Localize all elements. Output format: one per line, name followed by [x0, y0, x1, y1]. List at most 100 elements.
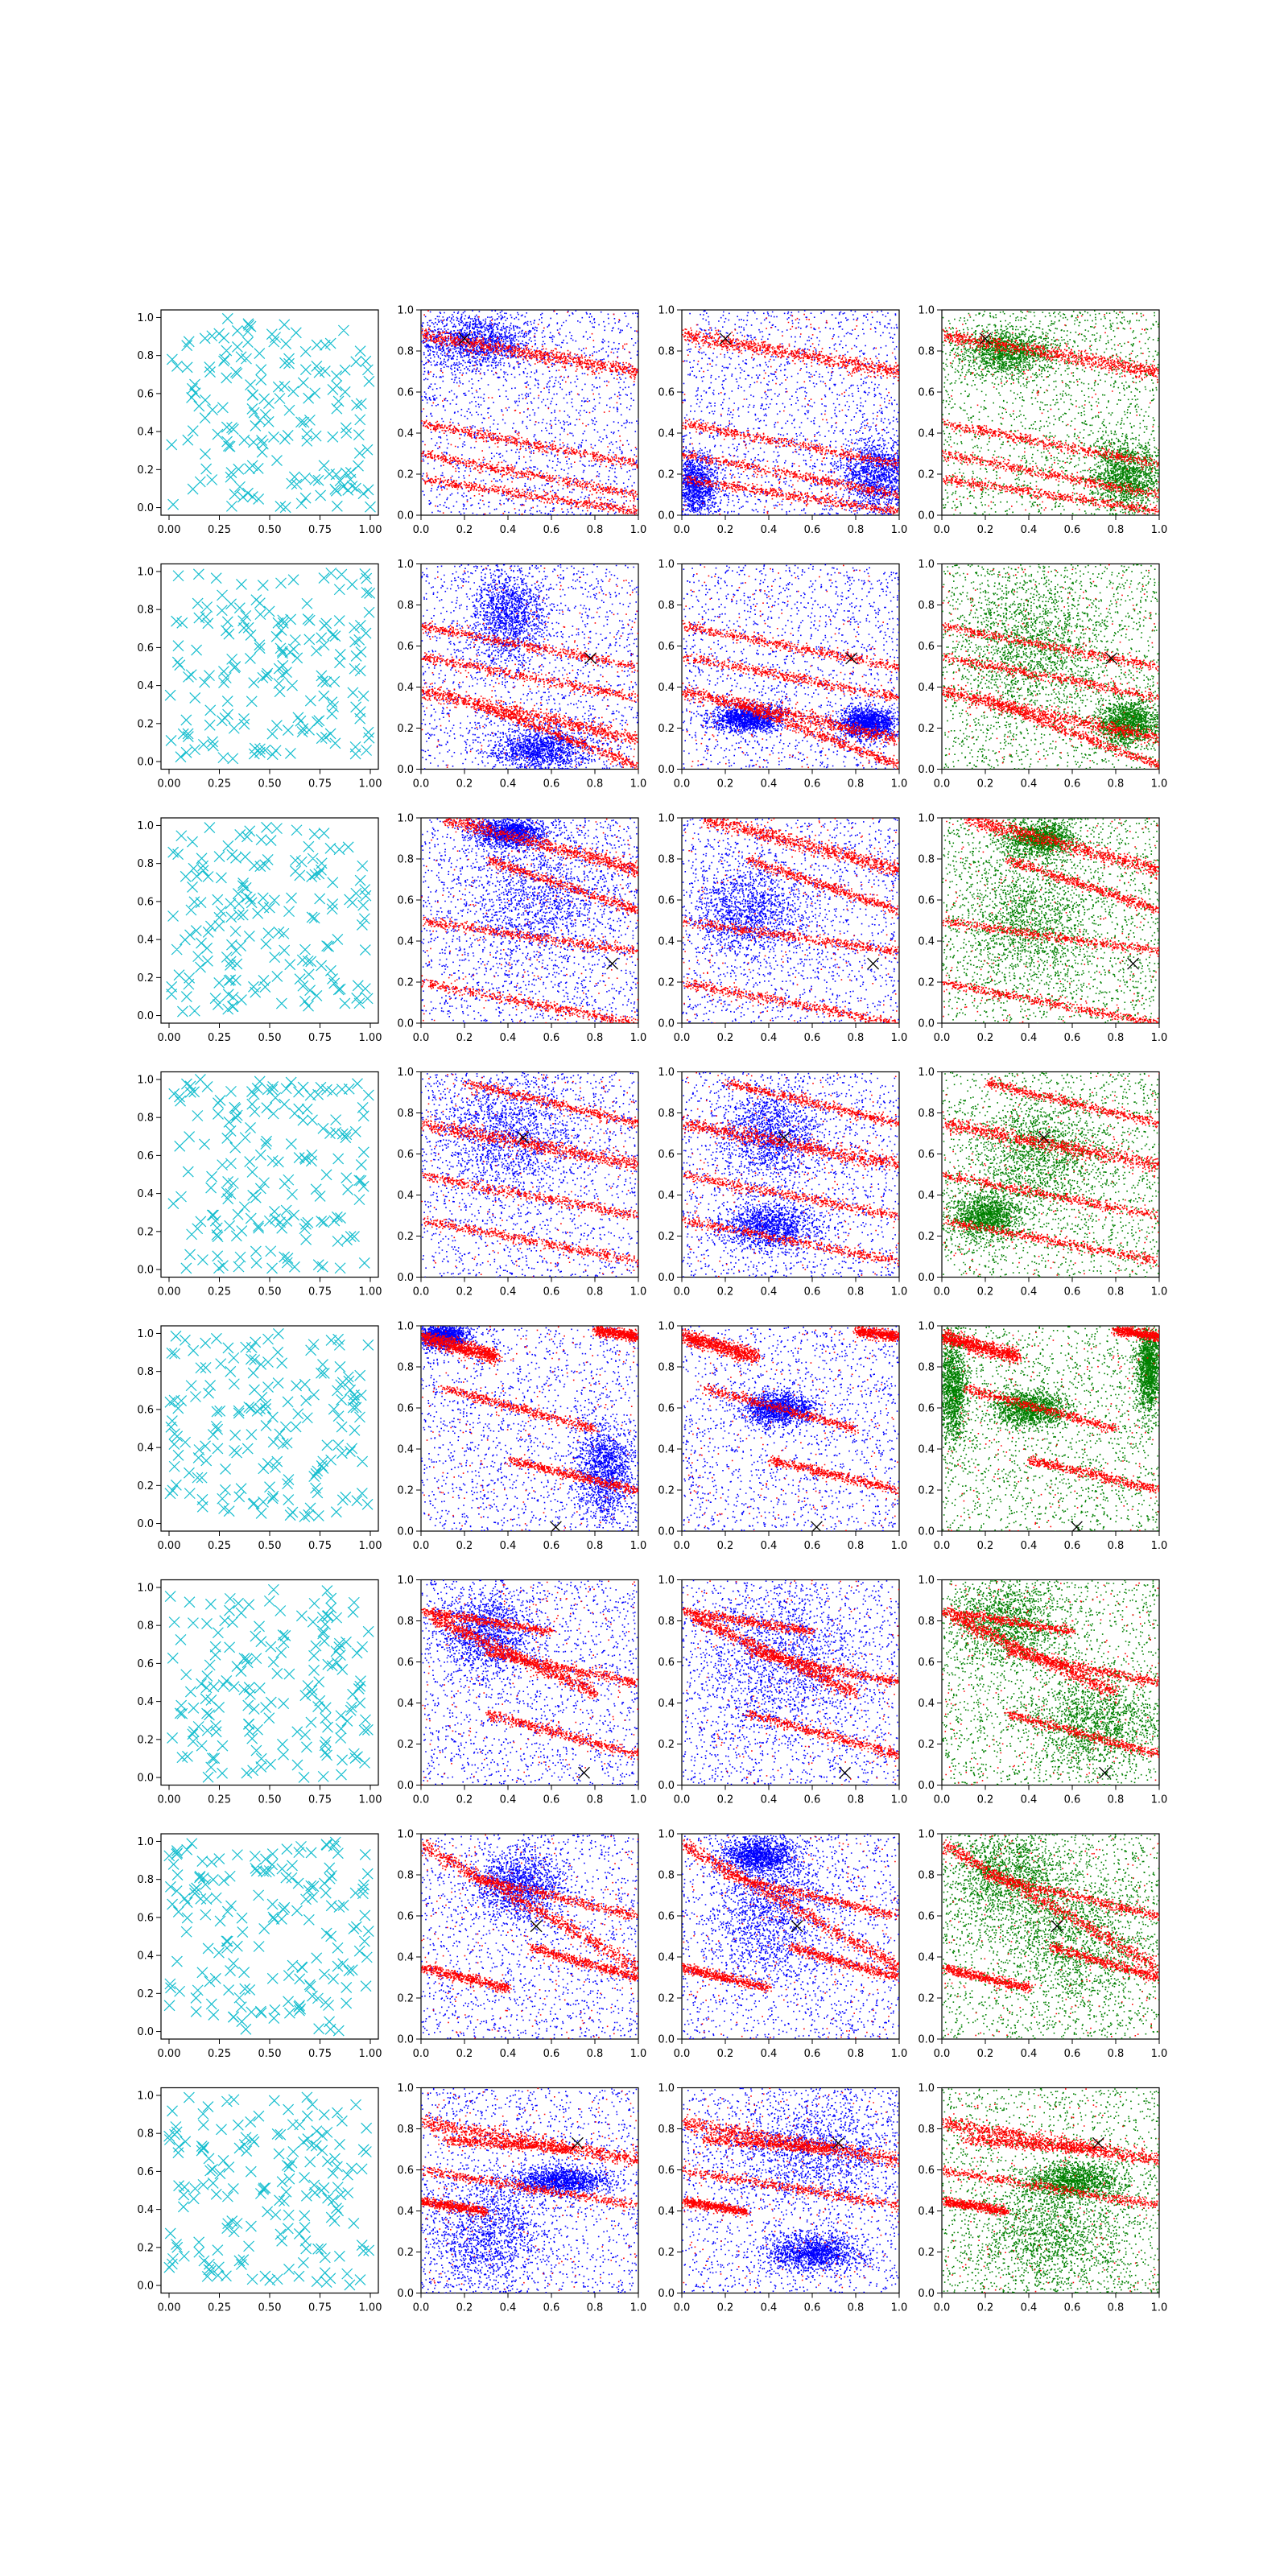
subplot-r7-c1: 0.00 0.25 0.50 0.75 1.000.00.20.40.60.81.0 [137, 1834, 382, 2060]
x-tick-label: 0.6 [1064, 1794, 1081, 1806]
y-tick-label: 0.4 [397, 428, 414, 440]
x-tick-label: 0.6 [543, 778, 560, 791]
y-tick-label: 0.6 [137, 1912, 154, 1924]
x-tick-label: 0.2 [456, 1794, 473, 1806]
x-tick-label: 0.6 [1064, 2048, 1081, 2060]
blue-points [421, 564, 639, 770]
y-tick-label: 0.6 [397, 1149, 414, 1161]
y-tick-label: 0.6 [918, 1149, 935, 1161]
green-points [942, 818, 1160, 1025]
x-tick-label: 0.50 [258, 778, 282, 791]
x-tick-label: 0.2 [456, 778, 473, 791]
y-tick-label: 1.0 [918, 1321, 935, 1333]
plot-area [167, 313, 376, 512]
x-tick-label: 0.0 [674, 778, 691, 791]
y-tick-label: 0.4 [397, 682, 414, 694]
subplot-r6-c1: 0.00 0.25 0.50 0.75 1.000.00.20.40.60.81.0 [137, 1580, 382, 1806]
plot-area [421, 564, 639, 770]
y-tick-label: 0.8 [137, 1874, 154, 1886]
x-tick-label: 0.0 [934, 1286, 951, 1298]
y-tick-label: 1.0 [397, 559, 414, 571]
x-tick-label: 0.25 [208, 524, 231, 536]
y-tick-label: 0.6 [658, 895, 675, 907]
y-tick-label: 0.2 [397, 1231, 414, 1243]
x-tick-label: 0.75 [308, 778, 332, 791]
x-tick-label: 0.0 [674, 1794, 691, 1806]
black-x-marker [1128, 958, 1139, 969]
y-tick-label: 0.8 [397, 1362, 414, 1374]
y-tick-label: 1.0 [397, 1321, 414, 1333]
x-tick-label: 1.0 [630, 1540, 647, 1552]
y-tick-label: 0.2 [918, 723, 935, 735]
subplot-r7-c2: 0.0 0.2 0.4 0.6 0.8 1.00.00.20.40.60.81.0 [397, 1829, 646, 2061]
subplot-r2-c1: 0.00 0.25 0.50 0.75 1.000.00.20.40.60.81.0 [137, 564, 382, 791]
x-tick-label: 0.0 [413, 778, 430, 791]
cyan-x-markers [167, 313, 376, 512]
subplot-r3-c2: 0.0 0.2 0.4 0.6 0.8 1.00.00.20.40.60.81.0 [397, 813, 646, 1045]
x-tick-label: 0.6 [543, 1540, 560, 1552]
red-points [942, 1581, 1160, 1785]
y-tick-label: 0.4 [918, 1698, 935, 1710]
x-tick-label: 0.00 [158, 778, 181, 791]
y-tick-label: 0.4 [658, 682, 675, 694]
x-tick-label: 0.2 [977, 1794, 994, 1806]
x-tick-label: 1.0 [1151, 1794, 1168, 1806]
subplot-r8-c1: 0.00 0.25 0.50 0.75 1.000.00.20.40.60.81.0 [137, 2088, 382, 2314]
y-tick-label: 0.4 [137, 935, 154, 947]
x-tick-label: 0.0 [413, 524, 430, 536]
y-tick-label: 0.6 [658, 2165, 675, 2177]
y-tick-label: 0.6 [397, 1911, 414, 1923]
x-tick-label: 0.6 [804, 1540, 821, 1552]
y-tick-label: 0.6 [137, 896, 154, 908]
x-tick-label: 0.6 [543, 524, 560, 536]
y-tick-label: 0.6 [397, 2165, 414, 2177]
x-tick-label: 0.2 [717, 2048, 734, 2060]
y-tick-label: 0.4 [137, 1188, 154, 1200]
plot-area [942, 1326, 1161, 1533]
subplot-frame [161, 1580, 378, 1785]
x-tick-label: 1.00 [359, 524, 382, 536]
x-tick-label: 0.25 [208, 2048, 231, 2060]
y-tick-label: 0.4 [397, 1444, 414, 1456]
x-tick-label: 1.00 [359, 778, 382, 791]
plot-area [165, 568, 375, 763]
x-tick-label: 0.2 [456, 1032, 473, 1044]
y-tick-label: 0.8 [137, 1366, 154, 1378]
y-tick-label: 0.0 [137, 757, 154, 769]
y-tick-label: 1.0 [918, 2083, 935, 2095]
y-tick-label: 0.4 [397, 936, 414, 948]
x-tick-label: 1.0 [1151, 1032, 1168, 1044]
y-tick-label: 1.0 [397, 2083, 414, 2095]
y-tick-label: 0.2 [137, 1734, 154, 1746]
x-tick-label: 0.2 [456, 1540, 473, 1552]
y-tick-label: 0.8 [658, 1362, 675, 1374]
cyan-x-markers [167, 822, 374, 1017]
x-tick-label: 0.25 [208, 2302, 231, 2314]
y-tick-label: 0.4 [918, 936, 935, 948]
x-tick-label: 0.75 [308, 1794, 332, 1806]
x-tick-label: 1.00 [359, 2048, 382, 2060]
subplot-r5-c1: 0.00 0.25 0.50 0.75 1.000.00.20.40.60.81.0 [137, 1326, 382, 1552]
x-tick-label: 1.0 [630, 778, 647, 791]
red-points [942, 1326, 1160, 1532]
subplot-r7-c4: 0.0 0.2 0.4 0.6 0.8 1.00.00.20.40.60.81.0 [918, 1829, 1167, 2061]
x-tick-label: 0.6 [804, 1794, 821, 1806]
x-tick-label: 0.00 [158, 2302, 181, 2314]
y-tick-label: 0.6 [918, 1403, 935, 1415]
plot-area [942, 564, 1160, 770]
x-tick-label: 0.2 [977, 1540, 994, 1552]
x-tick-label: 0.2 [977, 778, 994, 791]
blue-points [682, 1580, 900, 1786]
x-tick-label: 1.0 [1151, 2302, 1168, 2314]
plot-area [421, 2088, 639, 2294]
y-tick-label: 1.0 [918, 1067, 935, 1079]
y-tick-label: 0.0 [137, 1265, 154, 1277]
y-tick-label: 1.0 [137, 312, 154, 324]
y-tick-label: 0.6 [397, 641, 414, 653]
x-tick-label: 0.0 [413, 1794, 430, 1806]
subplot-r1-c2: 0.0 0.2 0.4 0.6 0.8 1.00.00.20.40.60.81.0 [397, 305, 646, 537]
y-tick-label: 0.0 [658, 1780, 675, 1792]
plot-area [421, 310, 640, 516]
x-tick-label: 0.2 [977, 1032, 994, 1044]
y-tick-label: 0.0 [397, 2288, 414, 2300]
